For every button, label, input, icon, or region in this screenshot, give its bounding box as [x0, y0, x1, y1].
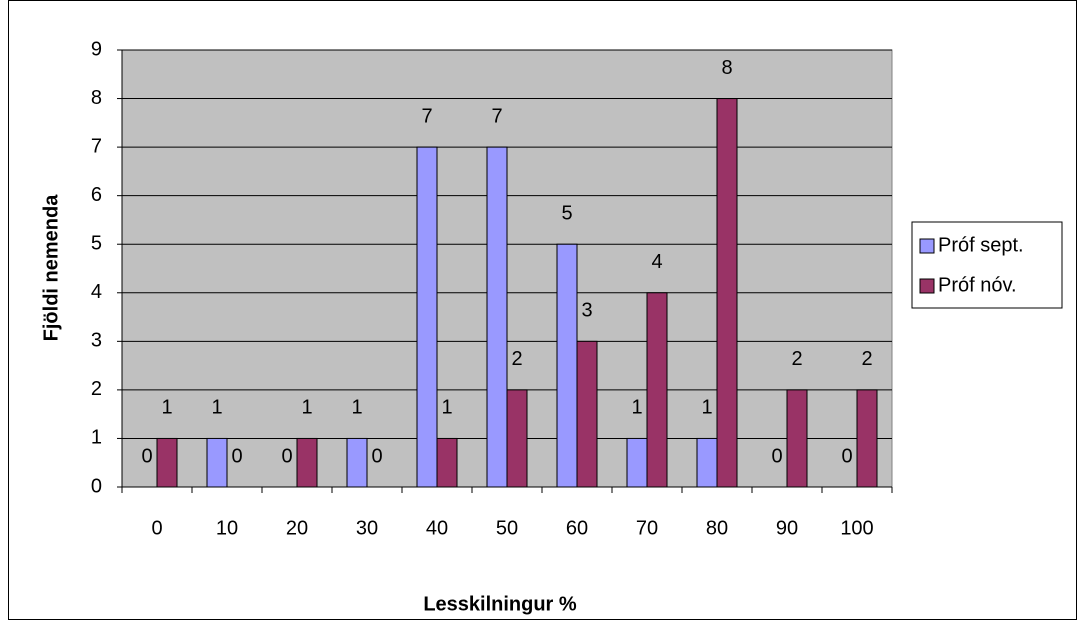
- bar: [156, 437, 178, 488]
- x-tick-label: 30: [356, 517, 378, 539]
- bar: [206, 437, 228, 488]
- x-tick-label: 0: [151, 517, 162, 539]
- value-label: 2: [511, 348, 522, 370]
- x-tick-label: 80: [706, 517, 728, 539]
- value-label: 0: [281, 445, 292, 467]
- value-label: 7: [421, 105, 432, 127]
- x-tick-label: 10: [216, 517, 238, 539]
- x-axis-label: Lesskilningur %: [423, 593, 577, 615]
- value-label: 0: [371, 445, 382, 467]
- bar: [716, 98, 738, 488]
- value-label: 1: [701, 397, 712, 419]
- value-label: 2: [861, 348, 872, 370]
- x-tick-label: 60: [566, 517, 588, 539]
- y-tick-label: 3: [91, 330, 102, 352]
- value-label: 8: [721, 57, 732, 79]
- value-label: 0: [231, 445, 242, 467]
- value-label: 0: [771, 445, 782, 467]
- value-label: 1: [161, 397, 172, 419]
- bar: [646, 292, 668, 488]
- x-tick-label: 20: [286, 517, 308, 539]
- y-tick-label: 1: [91, 427, 102, 449]
- y-tick-label: 4: [91, 281, 102, 303]
- y-tick-label: 6: [91, 184, 102, 206]
- value-label: 2: [791, 348, 802, 370]
- y-tick-label: 5: [91, 233, 102, 255]
- value-label: 0: [841, 445, 852, 467]
- bar: [696, 437, 718, 488]
- value-label: 1: [631, 397, 642, 419]
- y-tick-label: 9: [91, 38, 102, 60]
- bar: [576, 340, 598, 488]
- y-tick-label: 0: [91, 475, 102, 497]
- bar: [486, 146, 508, 488]
- legend-label: Próf nóv.: [938, 274, 1017, 296]
- value-label: 4: [651, 251, 662, 273]
- bar: [556, 243, 578, 488]
- value-label: 1: [351, 397, 362, 419]
- bar: [786, 389, 808, 488]
- y-tick-label: 2: [91, 378, 102, 400]
- bar: [416, 146, 438, 488]
- legend-label: Próf sept.: [938, 234, 1024, 256]
- y-axis-label: Fjöldi nemenda: [40, 194, 62, 342]
- bar: [856, 389, 878, 488]
- bar: [506, 389, 528, 488]
- legend-swatch: [919, 278, 935, 294]
- value-label: 1: [301, 397, 312, 419]
- value-label: 1: [441, 397, 452, 419]
- value-label: 3: [581, 300, 592, 322]
- x-tick-label: 90: [776, 517, 798, 539]
- legend: [911, 221, 1063, 309]
- value-label: 1: [211, 397, 222, 419]
- y-tick-label: 8: [91, 87, 102, 109]
- y-tick-label: 7: [91, 135, 102, 157]
- value-label: 0: [141, 445, 152, 467]
- x-tick-label: 50: [496, 517, 518, 539]
- bar: [436, 437, 458, 488]
- x-tick-label: 70: [636, 517, 658, 539]
- legend-swatch: [919, 238, 935, 254]
- bar: [296, 437, 318, 488]
- x-tick-label: 40: [426, 517, 448, 539]
- value-label: 5: [561, 203, 572, 225]
- bar: [626, 437, 648, 488]
- x-tick-label: 100: [840, 517, 873, 539]
- value-label: 7: [491, 105, 502, 127]
- bar: [346, 437, 368, 488]
